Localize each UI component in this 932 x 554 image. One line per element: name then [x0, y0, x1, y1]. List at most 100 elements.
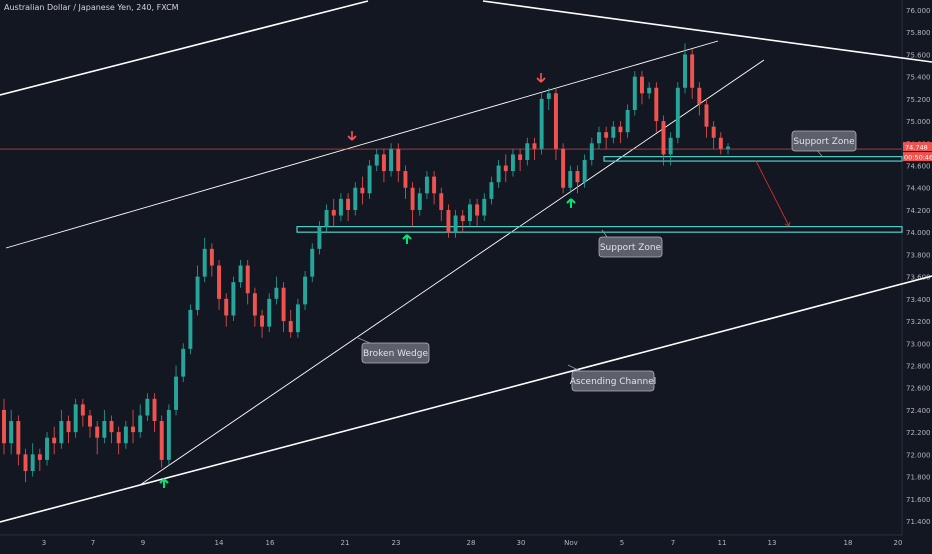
- candle-body: [546, 93, 551, 99]
- support-zone-rect: [603, 156, 903, 162]
- candle-body: [561, 148, 566, 188]
- candle-body: [324, 209, 329, 227]
- broken-wedge-line: [139, 59, 765, 486]
- x-tick-label: 21: [341, 539, 350, 547]
- candle-body: [288, 321, 293, 333]
- candle-body: [102, 421, 107, 438]
- candle-body: [195, 276, 200, 310]
- candle-body: [410, 187, 415, 210]
- ascending-channel-line: [0, 275, 932, 523]
- broken-wedge-callout-pointer: [357, 337, 371, 344]
- candle-body: [675, 87, 680, 138]
- x-tick-label: 9: [141, 539, 145, 547]
- candle-body: [295, 304, 300, 333]
- chart-title: Australian Dollar / Japanese Yen, 240, F…: [4, 3, 179, 12]
- candle-body: [424, 176, 429, 194]
- candle-body: [45, 437, 49, 460]
- y-tick-label: 75.800: [906, 29, 931, 37]
- candle-body: [52, 437, 57, 444]
- candle-body: [138, 415, 143, 433]
- x-tick-label: 30: [517, 539, 526, 547]
- x-tick-label: 5: [620, 539, 624, 547]
- support-zone-upper-label: Support Zone: [793, 137, 855, 147]
- candle-body: [159, 421, 164, 460]
- candle-body: [683, 54, 687, 88]
- current-price-label: 74.748: [905, 144, 928, 152]
- candle-body: [252, 293, 257, 316]
- y-tick-label: 71.600: [906, 496, 931, 504]
- candle-body: [23, 454, 28, 472]
- candle-body: [518, 154, 523, 160]
- candle-body: [503, 165, 508, 172]
- x-tick-label: 7: [91, 539, 95, 547]
- candle-body: [2, 409, 6, 444]
- candle-body: [575, 171, 580, 183]
- y-tick-label: 74.000: [906, 229, 931, 237]
- y-tick-label: 76.000: [906, 7, 931, 15]
- candle-body: [303, 276, 308, 305]
- candle-body: [482, 198, 487, 216]
- candle-body: [496, 165, 501, 183]
- support-zone-upper-box: [791, 130, 857, 152]
- x-tick-label: 20: [894, 539, 903, 547]
- candle-body: [217, 265, 222, 299]
- candle-body: [267, 298, 272, 327]
- candle-body: [145, 398, 150, 416]
- broken-wedge-callout-label: Broken Wedge: [363, 349, 429, 359]
- candle-body: [281, 287, 286, 322]
- x-tick-label: Nov: [564, 539, 578, 547]
- candle-body: [188, 309, 193, 349]
- support-zone-lower-label: Support Zone: [600, 243, 662, 253]
- candle-body: [439, 193, 444, 210]
- candle-body: [632, 76, 637, 110]
- candle-body: [174, 376, 179, 410]
- x-tick-label: 28: [467, 539, 476, 547]
- candle-body: [116, 432, 121, 444]
- candle-body: [88, 415, 92, 427]
- candle-body: [489, 182, 494, 199]
- candle-body: [238, 265, 243, 283]
- candle-body: [30, 454, 35, 472]
- y-tick-label: 74.200: [906, 207, 931, 215]
- candle-body: [181, 348, 186, 377]
- current-price-badge: [903, 142, 932, 152]
- down-arrow-icon: [347, 131, 357, 141]
- candle-body: [353, 187, 358, 210]
- candle-body: [589, 143, 594, 160]
- ascending-channel-callout-box: [571, 370, 655, 392]
- candle-body: [618, 126, 623, 133]
- x-tick-label: 3: [42, 539, 46, 547]
- y-tick-label: 75.200: [906, 96, 931, 104]
- candle-body: [460, 215, 465, 222]
- y-tick-label: 75.400: [906, 74, 931, 82]
- candle-body: [109, 421, 114, 433]
- up-arrow-icon: [402, 234, 412, 244]
- x-tick-label: 7: [671, 539, 675, 547]
- price-axis-panel: [902, 0, 932, 550]
- candle-body: [625, 109, 630, 133]
- resistance-trendline: [482, 0, 932, 63]
- candle-body: [152, 398, 157, 422]
- candle-body: [123, 426, 128, 444]
- candle-body: [596, 132, 601, 144]
- candle-body: [346, 198, 351, 210]
- candle-body: [331, 209, 336, 216]
- y-tick-label: 75.000: [906, 118, 931, 126]
- candle-body: [317, 226, 322, 249]
- candle-body: [525, 143, 530, 160]
- up-arrow-icon: [566, 198, 576, 208]
- candle-body: [9, 421, 14, 444]
- x-tick-label: 23: [392, 539, 401, 547]
- candle-body: [231, 282, 236, 316]
- candle-body: [604, 132, 609, 138]
- candle-body: [654, 87, 659, 122]
- candle-body: [726, 146, 730, 149]
- candle-body: [510, 154, 515, 172]
- broken-wedge-callout-box: [361, 342, 430, 364]
- x-tick-label: 11: [718, 539, 727, 547]
- support-zone-rect: [296, 226, 903, 233]
- candle-body: [582, 159, 587, 183]
- candle-body: [690, 54, 695, 88]
